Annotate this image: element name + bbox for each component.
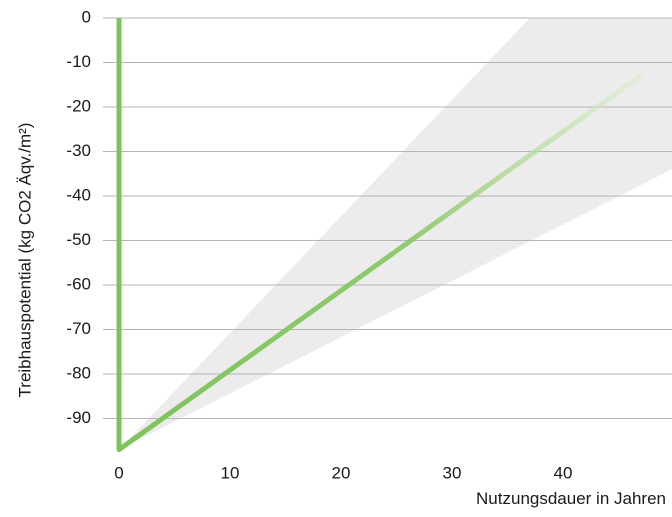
- y-tick-label: -20: [66, 96, 91, 115]
- y-tick-label: -60: [66, 274, 91, 293]
- x-tick-label: 10: [221, 464, 240, 483]
- plot-band: [119, 18, 672, 450]
- uncertainty-band: [119, 18, 672, 450]
- x-axis-title: Nutzungsdauer in Jahren: [476, 489, 666, 508]
- series: [116, 18, 644, 453]
- series-line-trend: [116, 73, 644, 453]
- x-tick-label: 0: [114, 464, 123, 483]
- y-axis-title: Treibhauspotential (kg CO2 Äqv./m²): [15, 123, 34, 398]
- x-tick-labels: 0 10 20 30 40: [114, 464, 572, 483]
- y-tick-label: -80: [66, 363, 91, 382]
- y-tick-label: -50: [66, 230, 91, 249]
- grid: [103, 17, 672, 419]
- y-tick-label: -70: [66, 319, 91, 338]
- x-tick-label: 30: [443, 464, 462, 483]
- y-tick-label: 0: [82, 7, 91, 26]
- y-tick-label: -90: [66, 408, 91, 427]
- x-tick-label: 20: [332, 464, 351, 483]
- y-tick-label: -10: [66, 52, 91, 71]
- y-tick-labels: 0 -10 -20 -30 -40 -50 -60 -70 -80 -90: [66, 7, 91, 427]
- y-tick-label: -40: [66, 185, 91, 204]
- y-tick-label: -30: [66, 141, 91, 160]
- x-tick-label: 40: [554, 464, 573, 483]
